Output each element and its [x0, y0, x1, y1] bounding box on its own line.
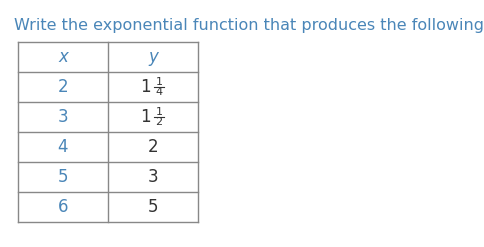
Text: 2: 2: [58, 78, 68, 96]
Text: 1: 1: [155, 77, 163, 87]
Text: 1: 1: [155, 107, 163, 117]
Text: 2: 2: [148, 138, 158, 156]
Text: 5: 5: [58, 168, 68, 186]
Text: 5: 5: [148, 198, 158, 216]
Text: 2: 2: [155, 117, 163, 127]
Text: 1: 1: [140, 78, 151, 96]
Text: 4: 4: [155, 87, 163, 97]
Text: Write the exponential function that produces the following table:: Write the exponential function that prod…: [14, 18, 484, 33]
Text: 3: 3: [58, 108, 68, 126]
Text: 6: 6: [58, 198, 68, 216]
Text: 4: 4: [58, 138, 68, 156]
Text: y: y: [148, 48, 158, 66]
Text: 3: 3: [148, 168, 158, 186]
Text: 1: 1: [140, 108, 151, 126]
Text: x: x: [58, 48, 68, 66]
